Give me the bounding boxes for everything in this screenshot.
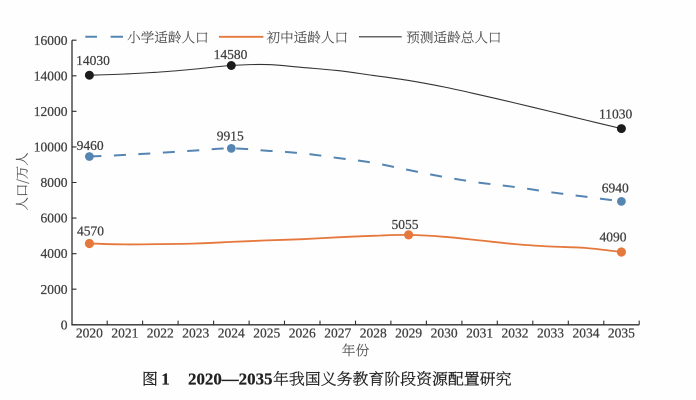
svg-text:8000: 8000	[41, 175, 68, 190]
svg-text:5055: 5055	[392, 217, 419, 232]
svg-text:2028: 2028	[360, 326, 387, 341]
svg-text:2034: 2034	[573, 326, 600, 341]
svg-text:2021: 2021	[111, 326, 138, 341]
svg-text:2020—2035: 2020—2035	[188, 370, 272, 389]
svg-text:1: 1	[161, 370, 169, 389]
svg-text:16000: 16000	[34, 33, 68, 48]
svg-text:2023: 2023	[182, 326, 209, 341]
svg-text:14000: 14000	[34, 68, 68, 83]
svg-text:4570: 4570	[77, 224, 104, 239]
svg-text:9915: 9915	[217, 128, 244, 143]
svg-text:9460: 9460	[77, 138, 104, 153]
svg-text:14580: 14580	[214, 47, 248, 62]
svg-text:2031: 2031	[466, 326, 493, 341]
svg-text:10000: 10000	[34, 140, 68, 155]
svg-text:2035: 2035	[608, 326, 635, 341]
svg-text:11030: 11030	[599, 107, 632, 122]
svg-text:2032: 2032	[502, 326, 529, 341]
svg-text:2030: 2030	[431, 326, 458, 341]
svg-text:4000: 4000	[41, 246, 68, 261]
svg-text:2026: 2026	[289, 326, 316, 341]
svg-text:12000: 12000	[34, 104, 68, 119]
svg-text:2033: 2033	[537, 326, 564, 341]
svg-text:2029: 2029	[395, 326, 422, 341]
svg-text:2024: 2024	[218, 326, 245, 341]
svg-text:2022: 2022	[147, 326, 174, 341]
svg-text:4090: 4090	[600, 229, 627, 244]
svg-text:2020: 2020	[76, 326, 103, 341]
svg-text:2000: 2000	[41, 282, 68, 297]
svg-text:0: 0	[61, 317, 68, 332]
svg-text:2025: 2025	[253, 326, 280, 341]
svg-text:6940: 6940	[602, 180, 629, 195]
svg-text:6000: 6000	[41, 211, 68, 226]
svg-text:14030: 14030	[76, 53, 110, 68]
svg-text:2027: 2027	[324, 326, 351, 341]
